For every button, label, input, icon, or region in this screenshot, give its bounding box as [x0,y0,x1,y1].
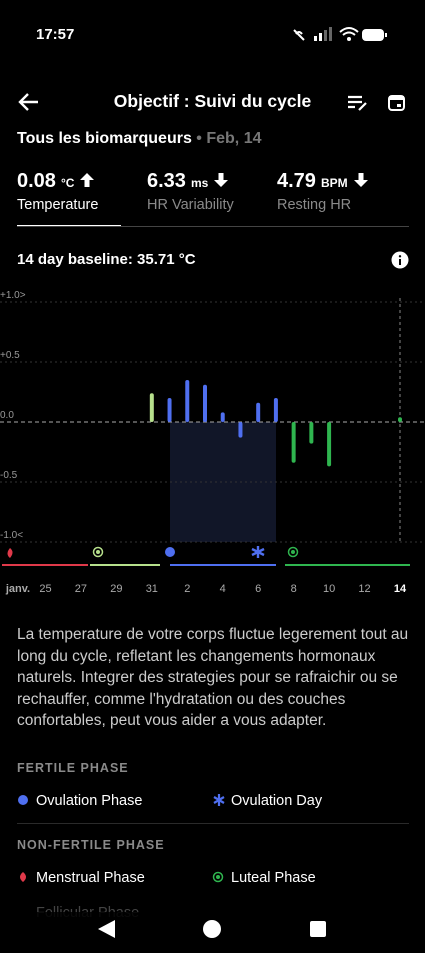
nav-home[interactable] [203,920,221,938]
metric-value: 6.33 [147,170,186,192]
menstrual-icon [20,872,26,882]
y-tick-label: -1.0< [0,530,23,541]
description: La temperature de votre corps fluctue le… [17,626,409,729]
luteal-icon [287,546,299,558]
bar [291,422,296,463]
bar [238,422,243,438]
legend-item: Ovulation Phase [36,793,143,809]
follicular-icon [92,546,104,558]
bar [256,402,261,422]
bar [220,412,225,422]
bar [167,398,172,422]
section-title: Tous les biomarqueurs [17,130,192,147]
metric-unit: °C [60,176,75,190]
legend-item: Ovulation Day [231,793,323,809]
ovulation-day-icon [213,794,225,806]
x-tick-label: 14 [394,583,407,595]
separator: • [191,130,207,147]
follicular-icon-dot [96,550,100,554]
bar [327,422,332,467]
x-tick-label: 12 [358,583,370,595]
trend-arrow [214,173,229,187]
bar [185,380,190,422]
ovulation-day-icon [251,546,265,558]
metric-label: HR Variability [147,197,234,213]
divider [17,226,409,227]
non-fertile-title: NON-FERTILE PHASE [17,838,165,852]
metric-label: Temperature [17,197,99,213]
nav-recents[interactable] [310,921,326,937]
trend-arrow [80,173,95,187]
metric: 0.08 °C [17,170,95,193]
y-tick-label: +1.0> [0,290,26,301]
x-tick-label: janv. [5,583,30,595]
menstrual-icon [7,548,13,558]
x-tick-label: 4 [220,583,226,595]
nav-back[interactable] [98,920,115,938]
nav-bar [0,912,425,953]
metric-label: Resting HR [277,197,352,213]
section-date: Feb, 14 [206,130,262,147]
arrow-shape [214,173,229,187]
trend-arrow [353,173,368,187]
bar [273,398,278,422]
y-tick-label: 0.0 [0,410,14,421]
arrow-shape [353,173,368,187]
info-icon[interactable] [391,251,409,269]
y-tick-label: -0.5 [0,470,18,481]
metric-value: 4.79 [277,170,316,192]
luteal-icon [212,871,224,883]
x-tick-label: 2 [184,583,190,595]
divider [17,823,409,824]
metric-unit: BPM [320,176,348,190]
ovulation-phase-icon [18,795,28,805]
legend-item: Luteal Phase [231,870,316,886]
legend-item: Menstrual Phase [36,870,145,886]
x-tick-label: 10 [323,583,335,595]
ovulation-window [170,422,276,542]
back-button[interactable] [18,92,40,112]
y-tick-label: +0.5 [0,350,20,361]
bar [149,393,154,422]
metric-value: 0.08 [17,170,56,192]
baseline: 14 day baseline: 35.71 °C [17,251,196,268]
x-tick-label: 8 [291,583,297,595]
luteal-icon-dot [291,550,295,554]
bar [398,417,402,422]
arrow-shape [80,173,95,187]
x-tick-label: 29 [110,583,122,595]
metric: 6.33 ms [147,170,229,193]
x-tick-label: 25 [39,583,51,595]
bar [203,384,207,422]
x-tick-label: 27 [75,583,87,595]
status-icons [293,27,387,41]
x-tick-label: 31 [146,583,158,595]
x-tick-label: 6 [255,583,261,595]
ovulation-icon [165,547,175,557]
bar [309,422,314,444]
fertile-title: FERTILE PHASE [17,761,129,775]
header-actions[interactable] [347,93,407,113]
chart: +1.0> +0.5 0.0 -0.5 -1.0< janv. 25 27 29 31 2 4 6 8 10… [0,290,425,595]
metric: 4.79 BPM [277,170,369,193]
clock: 17:57 [36,26,75,43]
page-title: Objectif : Suivi du cycle [113,91,312,111]
section-heading: Tous les biomarqueurs • Feb, 14 [17,130,262,148]
metric-unit: ms [190,176,209,190]
